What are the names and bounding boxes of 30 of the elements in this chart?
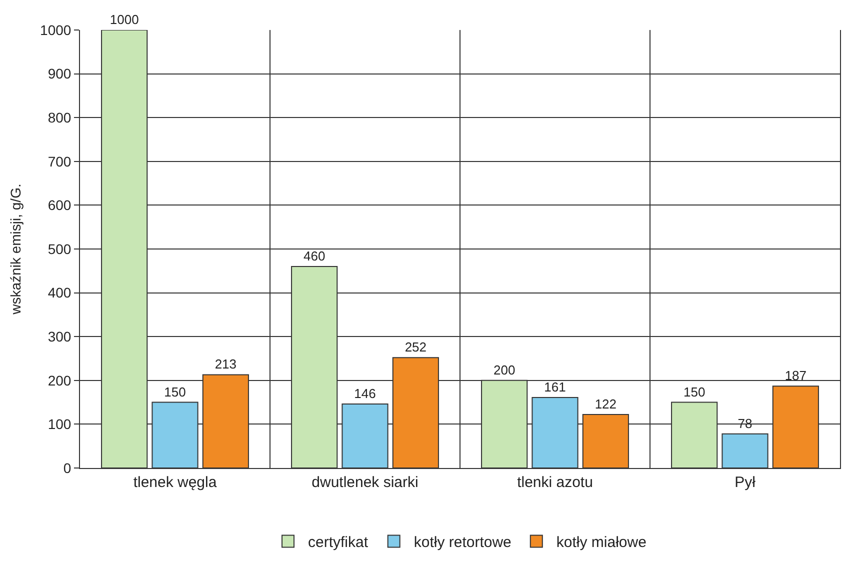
y-tick-label: 0 <box>63 460 72 476</box>
y-tick-label: 600 <box>48 197 72 214</box>
y-tick-label: 500 <box>48 240 72 257</box>
data-label: 252 <box>404 340 427 355</box>
y-tick-label: 300 <box>48 328 72 344</box>
y-tick-label: 1000 <box>40 22 72 38</box>
y-tick-label: 700 <box>48 153 72 170</box>
legend-label: kotły miałowe <box>556 534 646 552</box>
x-tick-label: Pył <box>734 474 756 491</box>
x-tick-label: tlenek węgla <box>133 474 218 491</box>
y-axis-title: wskaźnik emisji, g/G. <box>8 184 24 316</box>
data-label: 460 <box>303 248 326 264</box>
data-label: 213 <box>214 356 237 372</box>
x-tick-label: dwutlenek siarki <box>312 474 418 491</box>
y-tick-label: 900 <box>48 66 72 82</box>
data-label: 146 <box>354 386 376 402</box>
y-tick-label: 800 <box>48 110 72 126</box>
data-label: 161 <box>544 379 566 394</box>
y-tick-label: 100 <box>48 416 72 432</box>
y-tick-label: 400 <box>48 284 72 301</box>
data-label: 150 <box>164 384 186 400</box>
x-tick-label: tlenki azotu <box>517 474 593 491</box>
data-label: 122 <box>594 396 617 412</box>
data-label: 150 <box>683 384 706 400</box>
y-tick-label: 200 <box>48 372 72 388</box>
data-label: 1000 <box>110 12 139 27</box>
legend-label: certyfikat <box>308 534 369 552</box>
data-label: 187 <box>784 368 807 384</box>
data-label: 200 <box>493 362 516 378</box>
legend-label: kotły retortowe <box>414 534 512 552</box>
